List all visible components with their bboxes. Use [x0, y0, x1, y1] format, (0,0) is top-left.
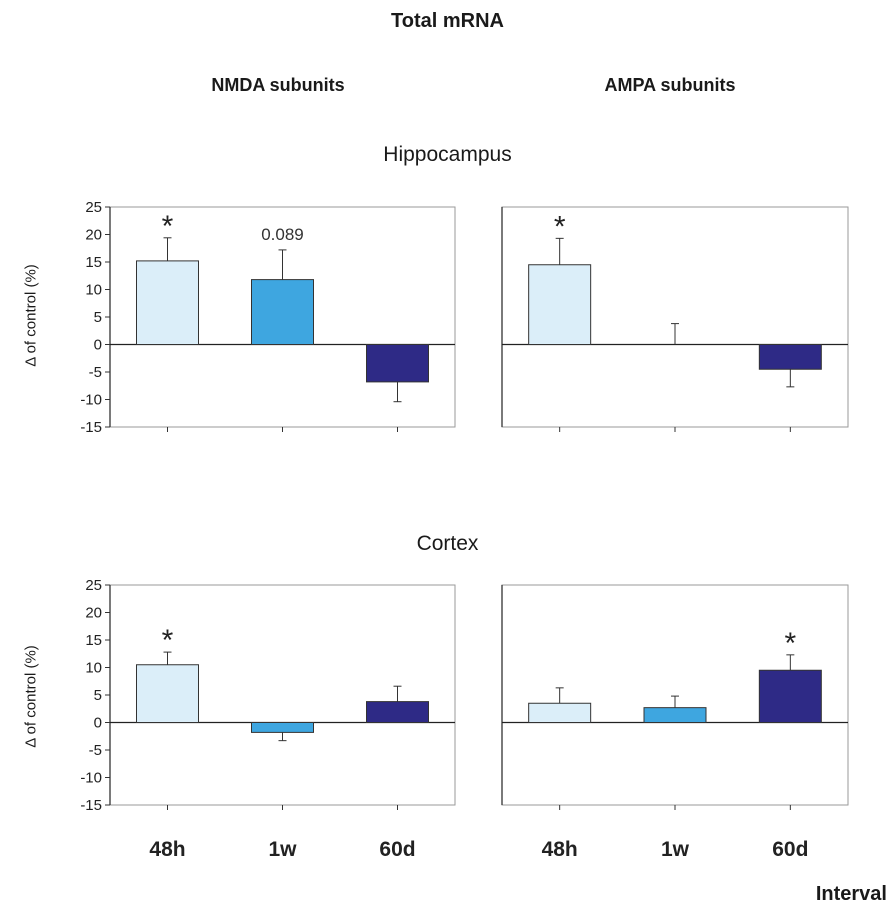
panel-0-bar-48h [136, 260, 199, 345]
panel-3-xlabel-60d: 60d [772, 838, 808, 861]
panel-0-annotation-1w: 0.089 [261, 225, 304, 244]
panel-2-ytick-label-8: -15 [80, 797, 102, 814]
panel-2-ytick-label-7: -10 [80, 770, 102, 787]
panel-3-significance-60d: * [784, 627, 796, 660]
panel-2-ytick-label-3: 10 [85, 660, 102, 677]
panel-0-ytick-label-0: 25 [85, 199, 102, 216]
panel-0-bar-60d [366, 344, 429, 383]
panel-0-ytick-label-5: 0 [94, 337, 102, 354]
panel-2-significance-48h: * [162, 624, 174, 657]
panel-2-ytick-label-4: 5 [94, 687, 102, 704]
chart-title: Total mRNA [391, 10, 504, 32]
panel-3-bar-60d [758, 669, 822, 723]
panel-2-xlabel-1w: 1w [268, 838, 297, 861]
panel-3-bar-1w [643, 707, 707, 724]
panel-3-xlabel-1w: 1w [661, 838, 690, 861]
panel-1-bar-60d [758, 344, 822, 370]
panel-2-ytick-label-6: -5 [89, 742, 102, 759]
column-title-nmda: NMDA subunits [211, 75, 345, 95]
row-title-cortex: Cortex [416, 532, 479, 555]
panel-0-bar-1w [251, 279, 314, 346]
panel-0-significance-48h: * [162, 210, 174, 243]
row-title-hippocampus: Hippocampus [383, 143, 512, 166]
panel-3-xlabel-48h: 48h [542, 838, 578, 861]
panel-2-xlabel-48h: 48h [149, 838, 185, 861]
panel-0-ytick-label-3: 10 [85, 282, 102, 299]
panel-2-ytick-label-2: 15 [85, 632, 102, 649]
panel-3-bar-48h [528, 702, 592, 723]
panel-2-ytick-label-5: 0 [94, 715, 102, 732]
panel-2-bar-1w [251, 722, 314, 733]
panel-1-significance-48h: * [554, 210, 566, 243]
panel-0-ytick-label-2: 15 [85, 254, 102, 271]
panel-2-bar-60d [366, 701, 429, 723]
panel-0-ytick-label-6: -5 [89, 364, 102, 381]
panel-2-bar-48h [136, 664, 199, 723]
x-axis-label: Interval [815, 883, 887, 905]
panel-0-ytick-label-7: -10 [80, 392, 102, 409]
panel-1-bar-48h [528, 264, 592, 345]
panel-2-ytick-label-0: 25 [85, 577, 102, 594]
panel-0-ytick-label-4: 5 [94, 309, 102, 326]
panel-2-ytick-label-1: 20 [85, 605, 102, 622]
panel-0-ytick-label-8: -15 [80, 419, 102, 436]
panel-2-xlabel-60d: 60d [379, 838, 415, 861]
panel-0-ytick-label-1: 20 [85, 227, 102, 244]
column-title-ampa: AMPA subunits [604, 75, 736, 95]
